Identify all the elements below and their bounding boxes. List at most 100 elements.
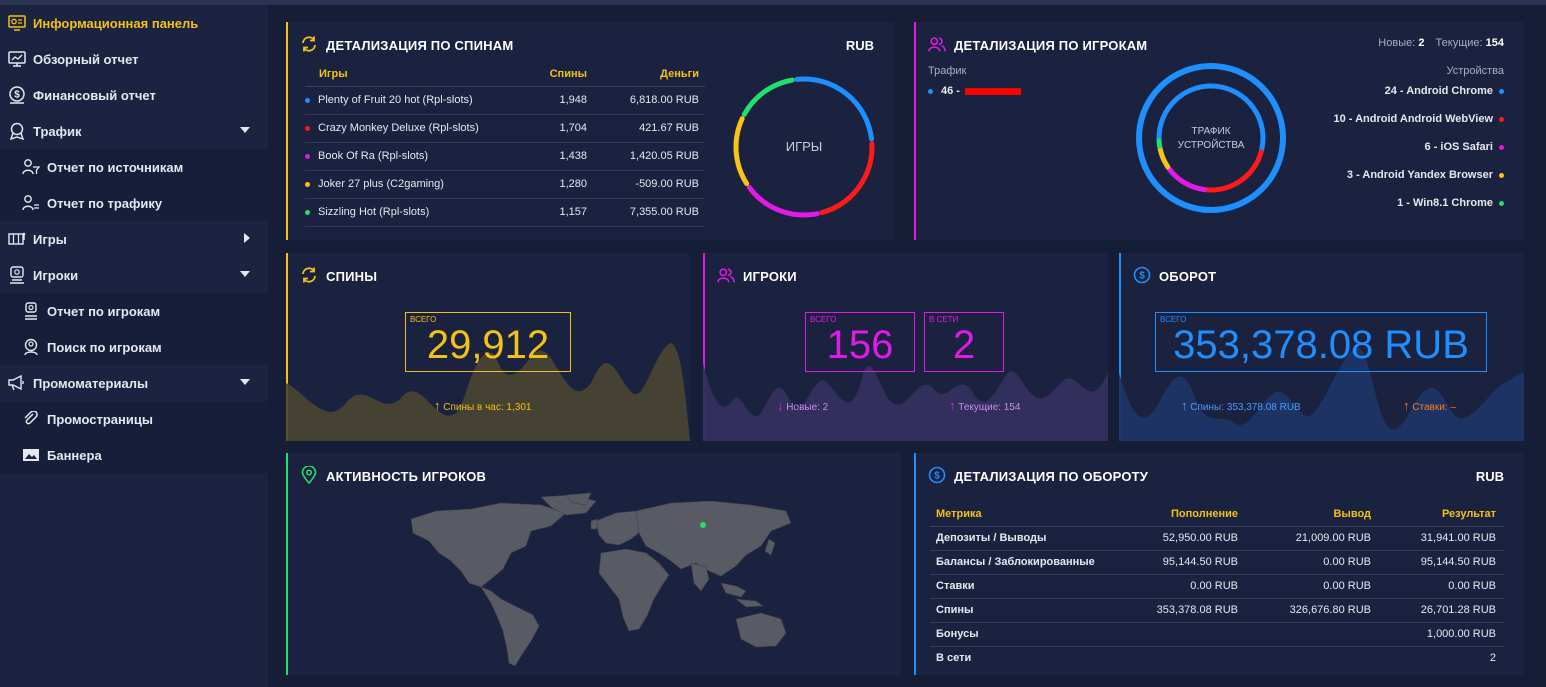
col-header-spins: Спины xyxy=(507,62,587,87)
table-row: Crazy Monkey Deluxe (Rpl-slots) 1,704 421.… xyxy=(305,114,705,143)
game-spins: 1,280 xyxy=(507,170,587,199)
sidebar-item-players[interactable]: Игроки xyxy=(0,257,268,293)
currency-label: RUB xyxy=(1475,469,1504,484)
monitor-chart-icon xyxy=(8,50,26,68)
device-legend-item: 24 - Android Chrome xyxy=(1385,85,1504,97)
sidebar-item-sources-report[interactable]: Отчет по источникам xyxy=(0,149,268,185)
metric-withdraw xyxy=(1238,646,1371,670)
donut-segment xyxy=(1157,145,1171,170)
device-legend-item: 6 - iOS Safari xyxy=(1425,141,1504,153)
arrow-up-icon: ↑ xyxy=(1181,398,1188,413)
device-legend-item: 3 - Android Yandex Browser xyxy=(1347,169,1504,181)
sidebar-item-overview[interactable]: Обзорный отчет xyxy=(0,41,268,77)
sidebar-item-finance[interactable]: $ Финансовый отчет xyxy=(0,77,268,113)
turnover-spins-footer: ↑ Спины: 353,378.08 RUB xyxy=(1181,398,1301,413)
sidebar-item-players-search[interactable]: Поиск по игрокам xyxy=(0,329,268,365)
game-name: Book Of Ra (Rpl-slots) xyxy=(318,150,429,162)
sidebar-item-promo-pages[interactable]: Промостраницы xyxy=(0,401,268,437)
sidebar-item-banners[interactable]: Баннера xyxy=(0,437,268,473)
metric-name: Ставки xyxy=(930,574,1118,599)
device-label: 10 - Android Android WebView xyxy=(1333,113,1493,125)
player-badge-icon xyxy=(8,266,26,284)
chevron-down-icon xyxy=(240,127,250,133)
metric-withdraw: 0.00 RUB xyxy=(1238,550,1371,575)
game-money: 1,420.05 RUB xyxy=(587,142,705,171)
metric-deposit: 0.00 RUB xyxy=(1118,574,1238,599)
game-spins: 1,704 xyxy=(507,114,587,143)
metric-name: Бонусы xyxy=(930,622,1118,647)
donut-segment xyxy=(819,141,875,216)
new-value: 2 xyxy=(1418,37,1425,49)
metric-name: В сети xyxy=(936,652,972,665)
metric-withdraw: 0.00 RUB xyxy=(1238,574,1371,599)
card-title: АКТИВНОСТЬ ИГРОКОВ xyxy=(326,469,487,484)
game-money: 7,355.00 RUB xyxy=(587,198,705,227)
dashboard-icon xyxy=(8,14,26,32)
sidebar-item-promo[interactable]: Промоматериалы xyxy=(0,365,268,401)
top-border xyxy=(0,0,1546,5)
sidebar-item-label: Игры xyxy=(33,231,67,247)
table-row: Joker 27 plus (C2gaming) 1,280 -509.00 RUB xyxy=(305,170,705,199)
sidebar-item-traffic[interactable]: Трафик xyxy=(0,113,268,149)
legend-dot xyxy=(305,125,310,131)
metric-result: 0.00 RUB xyxy=(1371,574,1504,599)
paperclip-icon xyxy=(22,410,40,428)
turnover-bets-footer: ↑ Ставки: – xyxy=(1403,398,1456,413)
sidebar-item-players-report[interactable]: Отчет по игрокам xyxy=(0,293,268,329)
card-title: СПИНЫ xyxy=(326,269,378,284)
user-list-icon xyxy=(22,194,40,212)
slot-machine-icon xyxy=(8,230,26,248)
legend-dot xyxy=(1499,172,1504,178)
legend-dot xyxy=(305,181,310,187)
table-row: Book Of Ra (Rpl-slots) 1,438 1,420.05 RUB xyxy=(305,142,705,171)
donut-segment xyxy=(1156,138,1163,149)
new-label: Новые: xyxy=(1378,37,1416,49)
sidebar-item-games[interactable]: Игры xyxy=(0,221,268,257)
users-icon xyxy=(717,268,735,283)
device-label: 1 - Win8.1 Chrome xyxy=(1397,197,1493,209)
metric-withdraw xyxy=(1238,622,1371,647)
total-spins-value: 29,912 xyxy=(426,323,550,367)
user-search-icon xyxy=(22,338,40,356)
activity-marker xyxy=(700,522,706,528)
game-money: -509.00 RUB xyxy=(587,170,705,199)
device-label: 3 - Android Yandex Browser xyxy=(1346,169,1493,181)
col-header-withdraw: Вывод xyxy=(1238,502,1371,527)
col-header-money: Деньги xyxy=(587,62,705,87)
turnover-bets-label: Ставки: – xyxy=(1412,402,1456,413)
metric-deposit: 353,378.08 RUB xyxy=(1118,598,1238,623)
arrow-up-icon: ↑ xyxy=(1403,398,1410,413)
metric-result: 26,701.28 RUB xyxy=(1371,598,1504,623)
sidebar-item-traffic-report[interactable]: Отчет по трафику xyxy=(0,185,268,221)
turnover-spins-label: Спины: 353,378.08 RUB xyxy=(1190,402,1301,413)
col-header-result: Результат xyxy=(1371,502,1504,527)
donut-segment xyxy=(746,185,820,218)
chevron-down-icon xyxy=(240,271,250,277)
table-row: Sizzling Hot (Rpl-slots) 1,157 7,355.00 RU… xyxy=(305,198,705,227)
donut-segment xyxy=(741,77,795,117)
svg-text:$: $ xyxy=(1139,271,1145,282)
metric-deposit: 52,950.00 RUB xyxy=(1118,526,1238,551)
image-icon xyxy=(22,446,40,464)
players-current-footer: ↑ Текущие: 154 xyxy=(949,398,1021,413)
device-legend-item: 10 - Android Android WebView xyxy=(1333,113,1504,125)
players-area-chart xyxy=(703,363,1108,441)
players-card: ИГРОКИ ВСЕГО 156 В СЕТИ 2 ↓ Новые: 2 ↑ Т… xyxy=(703,253,1108,441)
metric-result: 1,000.00 RUB xyxy=(1371,622,1504,647)
sidebar-item-dashboard[interactable]: Информационная панель xyxy=(0,5,268,41)
metric-result: 2 xyxy=(1489,652,1496,665)
sidebar-item-label: Финансовый отчет xyxy=(33,87,156,103)
donut-segment xyxy=(1166,165,1207,193)
players-stats: Новые: 2 Текущие: 154 xyxy=(1378,37,1504,49)
game-money: 6,818.00 RUB xyxy=(587,86,705,115)
spins-per-hour-label: Спины в час: 1,301 xyxy=(443,402,532,413)
total-turnover-box: ВСЕГО 353,378.08 RUB xyxy=(1155,312,1487,372)
user-report-icon xyxy=(22,302,40,320)
coin-icon: $ xyxy=(928,466,946,484)
current-label: Текущие: xyxy=(1435,37,1483,49)
refresh-icon xyxy=(302,36,316,52)
traffic-item: 46 - xyxy=(928,85,1022,97)
sidebar-item-label: Промоматериалы xyxy=(33,375,149,391)
traffic-devices-donut: ТРАФИК УСТРОЙСТВА xyxy=(1136,63,1286,213)
table-row: Депозиты / Выводы 52,950.00 RUB 21,009.00 … xyxy=(930,526,1504,551)
